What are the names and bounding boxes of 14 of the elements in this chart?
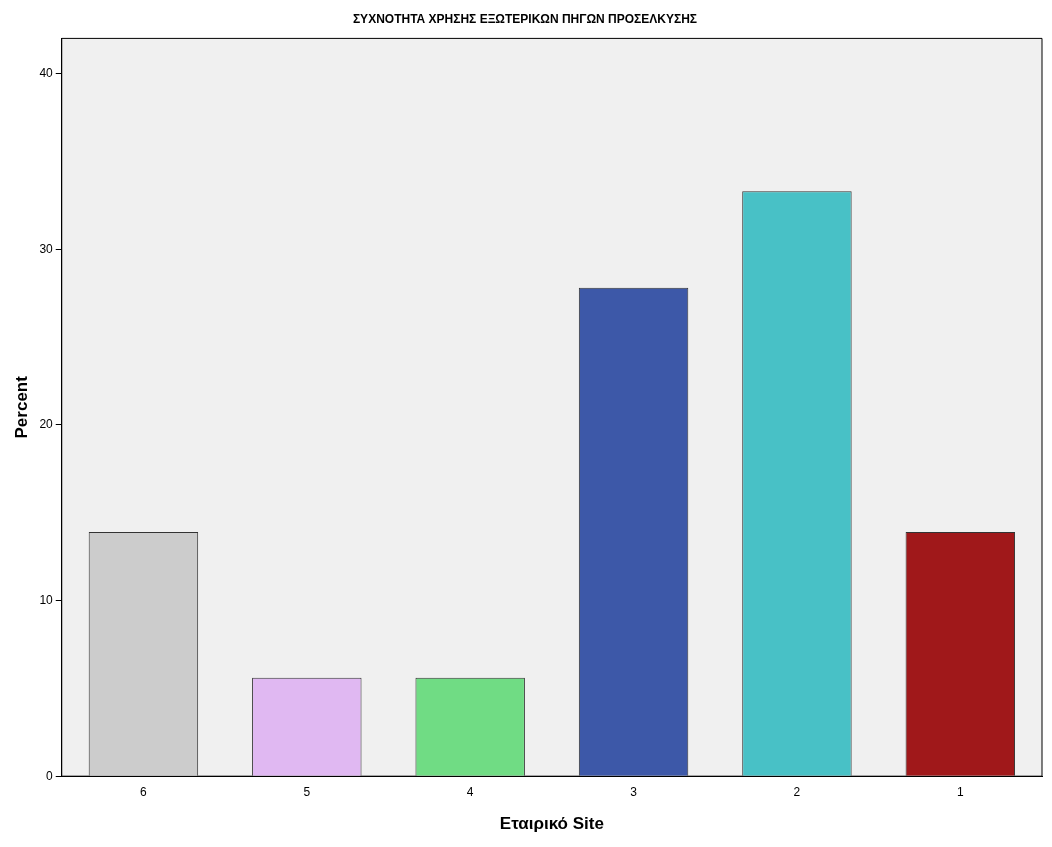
y-tick-label: 0: [46, 768, 54, 783]
chart-title: ΣΥΧΝΟΤΗΤΑ ΧΡΗΣΗΣ ΕΞΩΤΕΡΙΚΩΝ ΠΗΓΩΝ ΠΡΟΣΕΛΚΥΣΗΣ: [352, 11, 698, 26]
y-tick-label: 10: [39, 592, 54, 607]
x-tick-label: 1: [956, 784, 964, 799]
y-tick-label: 40: [39, 65, 54, 80]
y-axis-title: Percent: [11, 375, 31, 439]
x-tick-label: 6: [140, 784, 148, 799]
y-tick-label: 30: [39, 241, 54, 256]
x-tick-label: 2: [793, 784, 801, 799]
x-axis-title: Εταιρικό Site: [499, 814, 604, 834]
y-tick-label: 20: [39, 417, 54, 432]
x-tick-label: 5: [303, 784, 311, 799]
x-tick-label: 4: [466, 784, 474, 799]
x-tick-label: 3: [630, 784, 638, 799]
